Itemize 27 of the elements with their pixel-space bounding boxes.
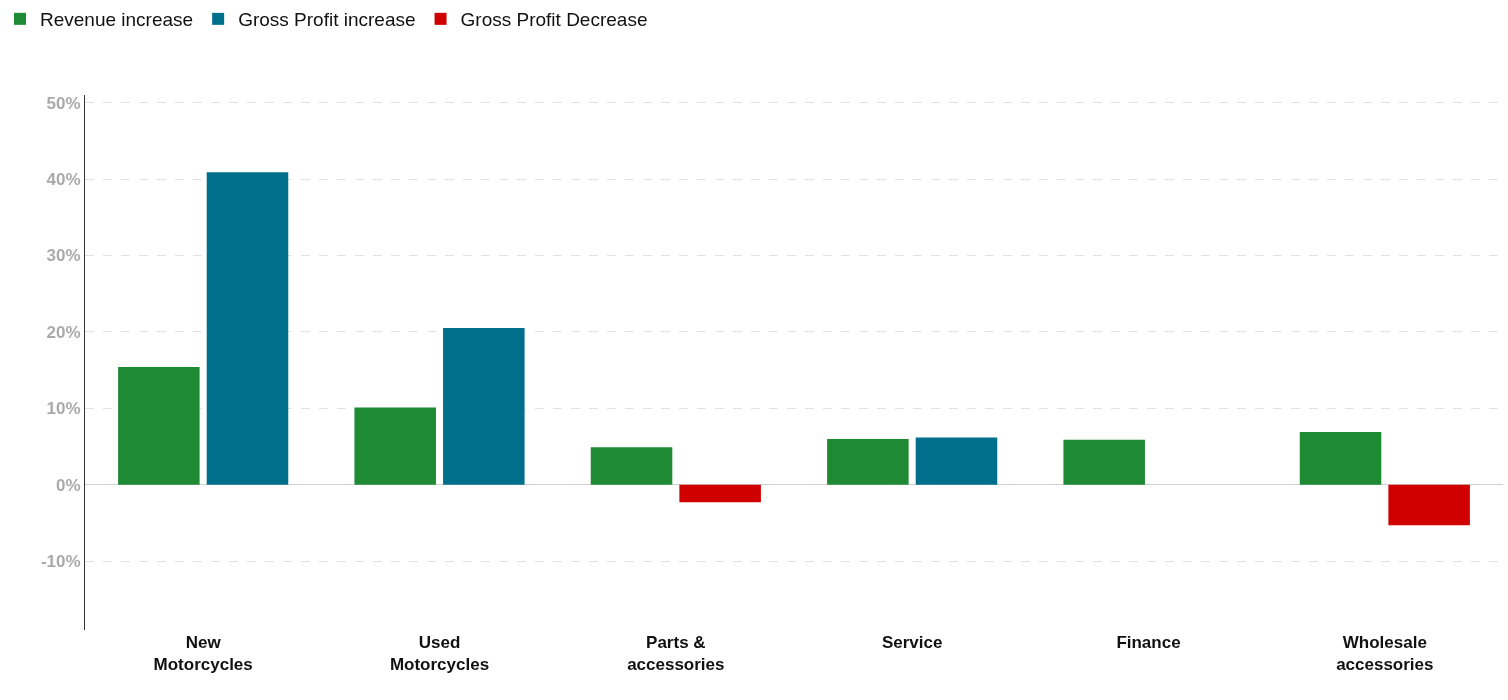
x-tick-label: New Motorcycles [153, 633, 253, 675]
x-tick-label: Wholesale accessories [1336, 633, 1434, 675]
legend-label: Gross Profit increase [238, 9, 416, 31]
y-tick-label: 40% [46, 170, 81, 190]
bar [1299, 432, 1382, 485]
legend-label: Gross Profit Decrease [460, 9, 648, 31]
bar [354, 407, 436, 485]
y-tick-label: 20% [46, 322, 81, 342]
y-tick-label: -10% [40, 552, 81, 572]
x-tick-label: Finance [1116, 633, 1181, 652]
bar [590, 447, 673, 485]
bar [1388, 484, 1470, 526]
bar [206, 172, 289, 485]
y-tick-label: 50% [46, 93, 81, 113]
bar [1063, 439, 1145, 485]
bar [118, 367, 200, 485]
bar [443, 328, 525, 485]
y-tick-label: 30% [46, 246, 81, 266]
y-tick-label: 0% [56, 475, 81, 495]
x-tick-label: Used Motorcycles [389, 633, 490, 675]
x-tick-label: Service [881, 633, 943, 652]
bar [915, 437, 998, 485]
y-tick-label: 10% [46, 399, 81, 419]
bar [679, 484, 761, 503]
legend-label: Revenue increase [40, 9, 194, 31]
bar [827, 438, 909, 485]
x-tick-label: Parts & accessories [627, 633, 725, 675]
